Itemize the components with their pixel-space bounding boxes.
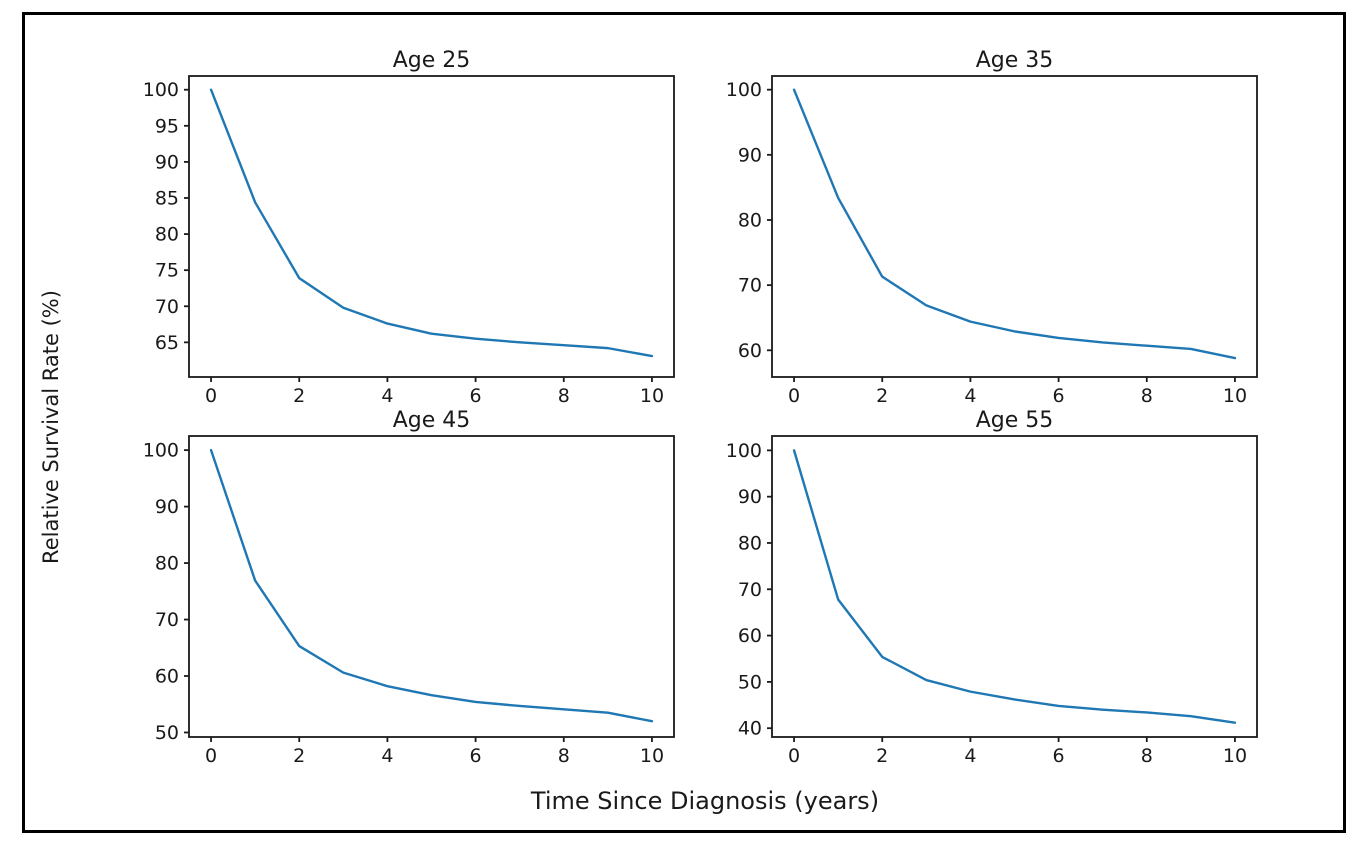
y-tick-label: 50 xyxy=(155,722,179,744)
y-tick-label: 90 xyxy=(738,144,762,166)
x-tick-label: 6 xyxy=(1053,745,1065,767)
x-axis-label: Time Since Diagnosis (years) xyxy=(530,787,879,815)
y-tick-label: 100 xyxy=(726,79,762,101)
y-tick-label: 80 xyxy=(738,209,762,231)
x-tick-label: 10 xyxy=(640,745,664,767)
x-tick-label: 8 xyxy=(558,745,570,767)
y-tick-label: 40 xyxy=(738,718,762,740)
subplot-title: Age 25 xyxy=(393,48,471,73)
x-tick-label: 10 xyxy=(1223,385,1247,407)
y-tick-label: 100 xyxy=(143,440,179,462)
figure-border xyxy=(22,12,1346,833)
x-tick-label: 8 xyxy=(1141,385,1153,407)
y-tick-label: 80 xyxy=(155,553,179,575)
subplot-age-55: 0 2 4 6 8 10 40 50 60 70 80 90 100 Age 55 xyxy=(726,408,1258,767)
x-tick-label: 0 xyxy=(788,745,800,767)
axes-spines xyxy=(771,435,1258,738)
y-tick-label: 60 xyxy=(155,666,179,688)
y-tick-label: 70 xyxy=(738,579,762,601)
x-tick-label: 10 xyxy=(640,385,664,407)
x-tick-label: 8 xyxy=(1141,745,1153,767)
y-tick-label: 80 xyxy=(155,224,179,246)
x-tick-label: 4 xyxy=(381,385,393,407)
x-tick-label: 6 xyxy=(470,745,482,767)
axes-spines xyxy=(188,75,675,378)
x-tick-label: 0 xyxy=(205,745,217,767)
y-tick-label: 90 xyxy=(738,486,762,508)
x-tick-label: 4 xyxy=(381,745,393,767)
x-tick-label: 8 xyxy=(558,385,570,407)
subplot-age-35: 0 2 4 6 8 10 60 70 80 90 100 Age 35 xyxy=(726,48,1258,407)
y-tick-label: 90 xyxy=(155,496,179,518)
survival-line xyxy=(209,448,654,723)
axes-spines xyxy=(771,75,1258,378)
x-tick-label: 2 xyxy=(876,385,888,407)
subplot-age-45: 0 2 4 6 8 10 50 60 70 80 90 100 Age 45 xyxy=(143,408,675,767)
survival-line xyxy=(792,449,1237,724)
x-tick-label: 4 xyxy=(964,385,976,407)
subplot-title: Age 45 xyxy=(393,408,471,433)
y-tick-label: 90 xyxy=(155,151,179,173)
y-tick-label: 70 xyxy=(155,296,179,318)
y-axis-label: Relative Survival Rate (%) xyxy=(39,290,63,564)
y-tick-label: 100 xyxy=(726,440,762,462)
x-tick-label: 10 xyxy=(1223,745,1247,767)
x-tick-label: 4 xyxy=(964,745,976,767)
x-tick-label: 6 xyxy=(1053,385,1065,407)
y-tick-label: 70 xyxy=(738,275,762,297)
y-tick-label: 80 xyxy=(738,532,762,554)
subplot-title: Age 55 xyxy=(976,408,1054,433)
x-tick-label: 2 xyxy=(876,745,888,767)
y-tick-label: 50 xyxy=(738,671,762,693)
x-tick-label: 6 xyxy=(470,385,482,407)
survival-line xyxy=(792,88,1237,360)
subplot-age-25: 0 2 4 6 8 10 65 70 75 80 85 90 95 100 Age 25 xyxy=(143,48,675,407)
axes-spines xyxy=(188,435,675,738)
x-tick-label: 2 xyxy=(293,385,305,407)
y-tick-label: 75 xyxy=(155,260,179,282)
y-tick-label: 100 xyxy=(143,79,179,101)
x-tick-label: 0 xyxy=(205,385,217,407)
y-tick-label: 65 xyxy=(155,332,179,354)
y-tick-label: 95 xyxy=(155,115,179,137)
y-tick-label: 60 xyxy=(738,625,762,647)
survival-line xyxy=(209,88,654,358)
y-tick-label: 85 xyxy=(155,187,179,209)
subplot-title: Age 35 xyxy=(976,48,1054,73)
y-tick-label: 70 xyxy=(155,609,179,631)
x-tick-label: 2 xyxy=(293,745,305,767)
x-tick-label: 0 xyxy=(788,385,800,407)
y-tick-label: 60 xyxy=(738,340,762,362)
